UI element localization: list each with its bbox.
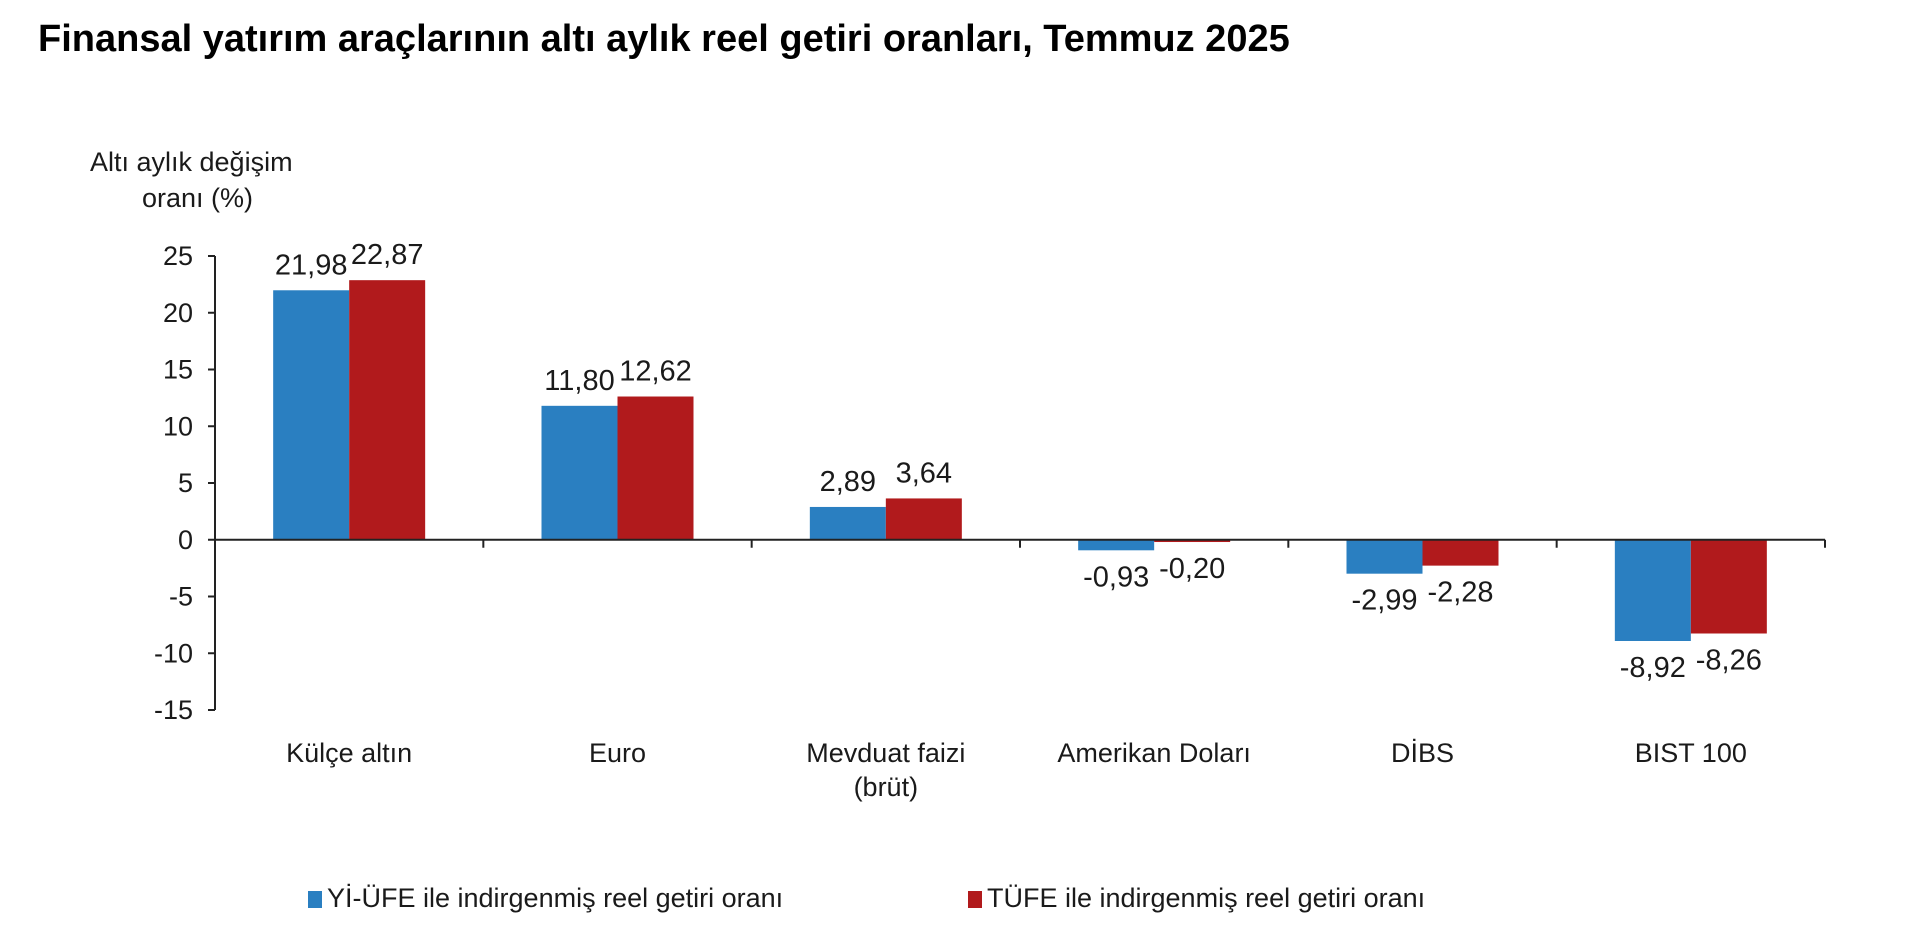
legend-swatch — [968, 891, 982, 908]
legend-label: TÜFE ile indirgenmiş reel getiri oranı — [987, 883, 1425, 913]
data-label: 3,64 — [896, 457, 952, 489]
x-tick-label: Mevduat faizi — [806, 738, 965, 768]
legend-label: Yİ-ÜFE ile indirgenmiş reel getiri oranı — [327, 882, 783, 913]
bar-tufe — [1690, 539, 1767, 634]
y-axis-label: oranı (%) — [142, 183, 253, 213]
y-tick-label: 20 — [163, 298, 193, 328]
bar-tufe — [1422, 539, 1499, 566]
data-label: 12,62 — [619, 356, 692, 388]
x-tick-label: Euro — [589, 738, 646, 768]
y-tick-label: 5 — [178, 468, 193, 498]
bar-yi-ufe — [809, 506, 886, 540]
data-label: -2,99 — [1351, 585, 1417, 617]
bar-yi-ufe — [541, 405, 618, 540]
data-label: -0,20 — [1159, 553, 1225, 585]
x-tick-label: Külçe altın — [286, 738, 412, 768]
data-label: 2,89 — [820, 466, 876, 498]
bar-tufe — [1154, 539, 1231, 543]
x-tick-label: (brüt) — [854, 772, 919, 802]
bar-yi-ufe — [1346, 539, 1423, 574]
x-tick-label: Amerikan Doları — [1057, 738, 1251, 768]
data-label: -0,93 — [1083, 561, 1149, 593]
x-tick-label: DİBS — [1391, 737, 1454, 768]
legend-swatch — [308, 891, 322, 908]
data-label: 21,98 — [275, 249, 348, 281]
bar-tufe — [885, 498, 962, 540]
bar-tufe — [349, 280, 426, 540]
bar-tufe — [617, 396, 694, 540]
x-tick-label: BIST 100 — [1635, 738, 1747, 768]
y-tick-label: 25 — [163, 241, 193, 271]
y-axis-label: Altı aylık değişim — [90, 147, 293, 177]
y-tick-label: 10 — [163, 411, 193, 441]
data-label: -8,26 — [1696, 645, 1762, 677]
data-label: -8,92 — [1620, 652, 1686, 684]
data-label: 22,87 — [351, 239, 424, 271]
bar-yi-ufe — [273, 290, 350, 540]
y-tick-label: -15 — [154, 695, 193, 725]
y-tick-label: -10 — [154, 638, 193, 668]
bar-yi-ufe — [1614, 539, 1691, 641]
y-tick-label: -5 — [169, 582, 193, 612]
y-tick-label: 15 — [163, 355, 193, 385]
data-label: 11,80 — [544, 365, 614, 397]
bar-yi-ufe — [1078, 539, 1155, 551]
chart-title: Finansal yatırım araçlarının altı aylık … — [38, 18, 1290, 60]
data-label: -2,28 — [1427, 577, 1493, 609]
y-tick-label: 0 — [178, 525, 193, 555]
